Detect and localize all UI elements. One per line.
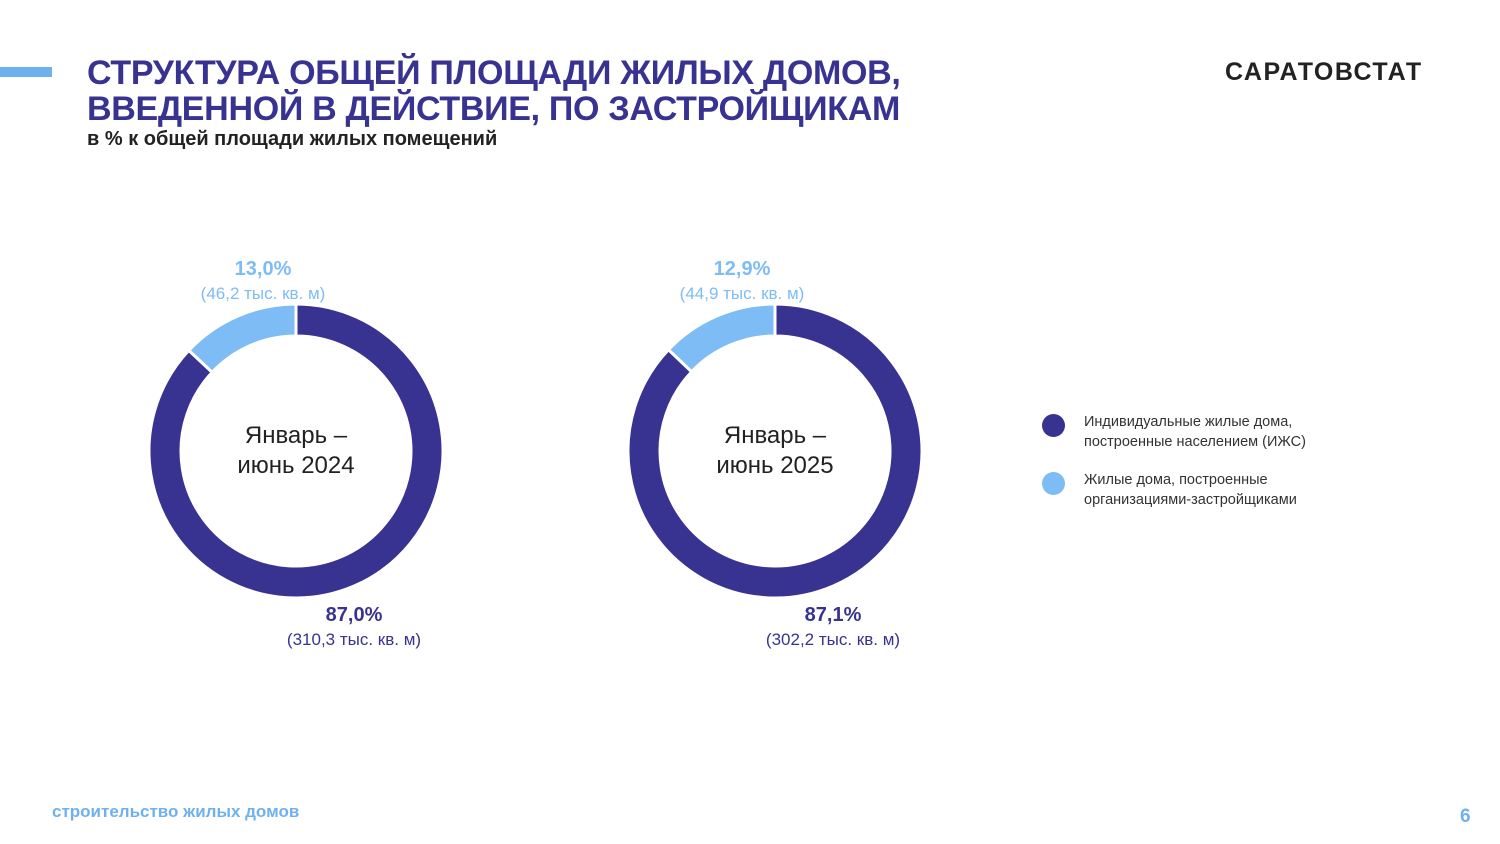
page-title-line-2: ВВЕДЕННОЙ В ДЕЙСТВИЕ, ПО ЗАСТРОЙЩИКАМ: [87, 90, 901, 128]
chart-legend: Индивидуальные жилые дома, построенные н…: [1042, 412, 1362, 528]
donut-1-label-izhs-percent: 87,0%: [326, 604, 383, 626]
donut-1-center-label-line-1: Январь –: [245, 422, 348, 449]
legend-label-developers: Жилые дома, построенные организациями-за…: [1084, 472, 1297, 508]
donut-2-label-developers-area: (44,9 тыс. кв. м): [680, 284, 805, 303]
donut-2-center-label-line-2: июнь 2025: [716, 452, 833, 479]
donut-1-slice-izhs: [147, 302, 445, 600]
donut-1-label-developers-area: (46,2 тыс. кв. м): [201, 284, 326, 303]
legend-item-izhs: Индивидуальные жилые дома, построенные н…: [1042, 412, 1362, 456]
legend-label-izhs: Индивидуальные жилые дома, построенные н…: [1084, 414, 1306, 450]
donut-1-label-developers-percent: 13,0%: [235, 258, 292, 280]
donut-2-slice-developers: [666, 302, 777, 374]
page-subtitle: в % к общей площади жилых помещений: [87, 128, 498, 150]
footer-section-label: строительство жилых домов: [52, 802, 300, 821]
donut-1-center-label-line-2: июнь 2024: [237, 452, 354, 479]
donut-2-label-izhs-area: (302,2 тыс. кв. м): [766, 630, 900, 649]
donut-1-label-izhs-area: (310,3 тыс. кв. м): [287, 630, 421, 649]
donut-2-slice-izhs: [626, 302, 924, 600]
legend-swatch-dark: [1042, 414, 1065, 437]
donut-2-label-developers-percent: 12,9%: [714, 258, 771, 280]
brand-logo: САРАТОВСТАТ: [1225, 58, 1423, 86]
donut-2-center-label-line-1: Январь –: [724, 422, 827, 449]
page-title: СТРУКТУРА ОБЩЕЙ ПЛОЩАДИ ЖИЛЫХ ДОМОВ, ВВЕ…: [87, 55, 901, 127]
legend-swatch-light: [1042, 472, 1065, 495]
donut-1-slice-developers: [186, 302, 298, 375]
donut-2-label-izhs-percent: 87,1%: [805, 604, 862, 626]
accent-bar: [0, 67, 52, 77]
page-title-line-1: СТРУКТУРА ОБЩЕЙ ПЛОЩАДИ ЖИЛЫХ ДОМОВ,: [87, 54, 901, 92]
page-number: 6: [1460, 806, 1471, 827]
legend-item-developers: Жилые дома, построенные организациями-за…: [1042, 470, 1362, 514]
